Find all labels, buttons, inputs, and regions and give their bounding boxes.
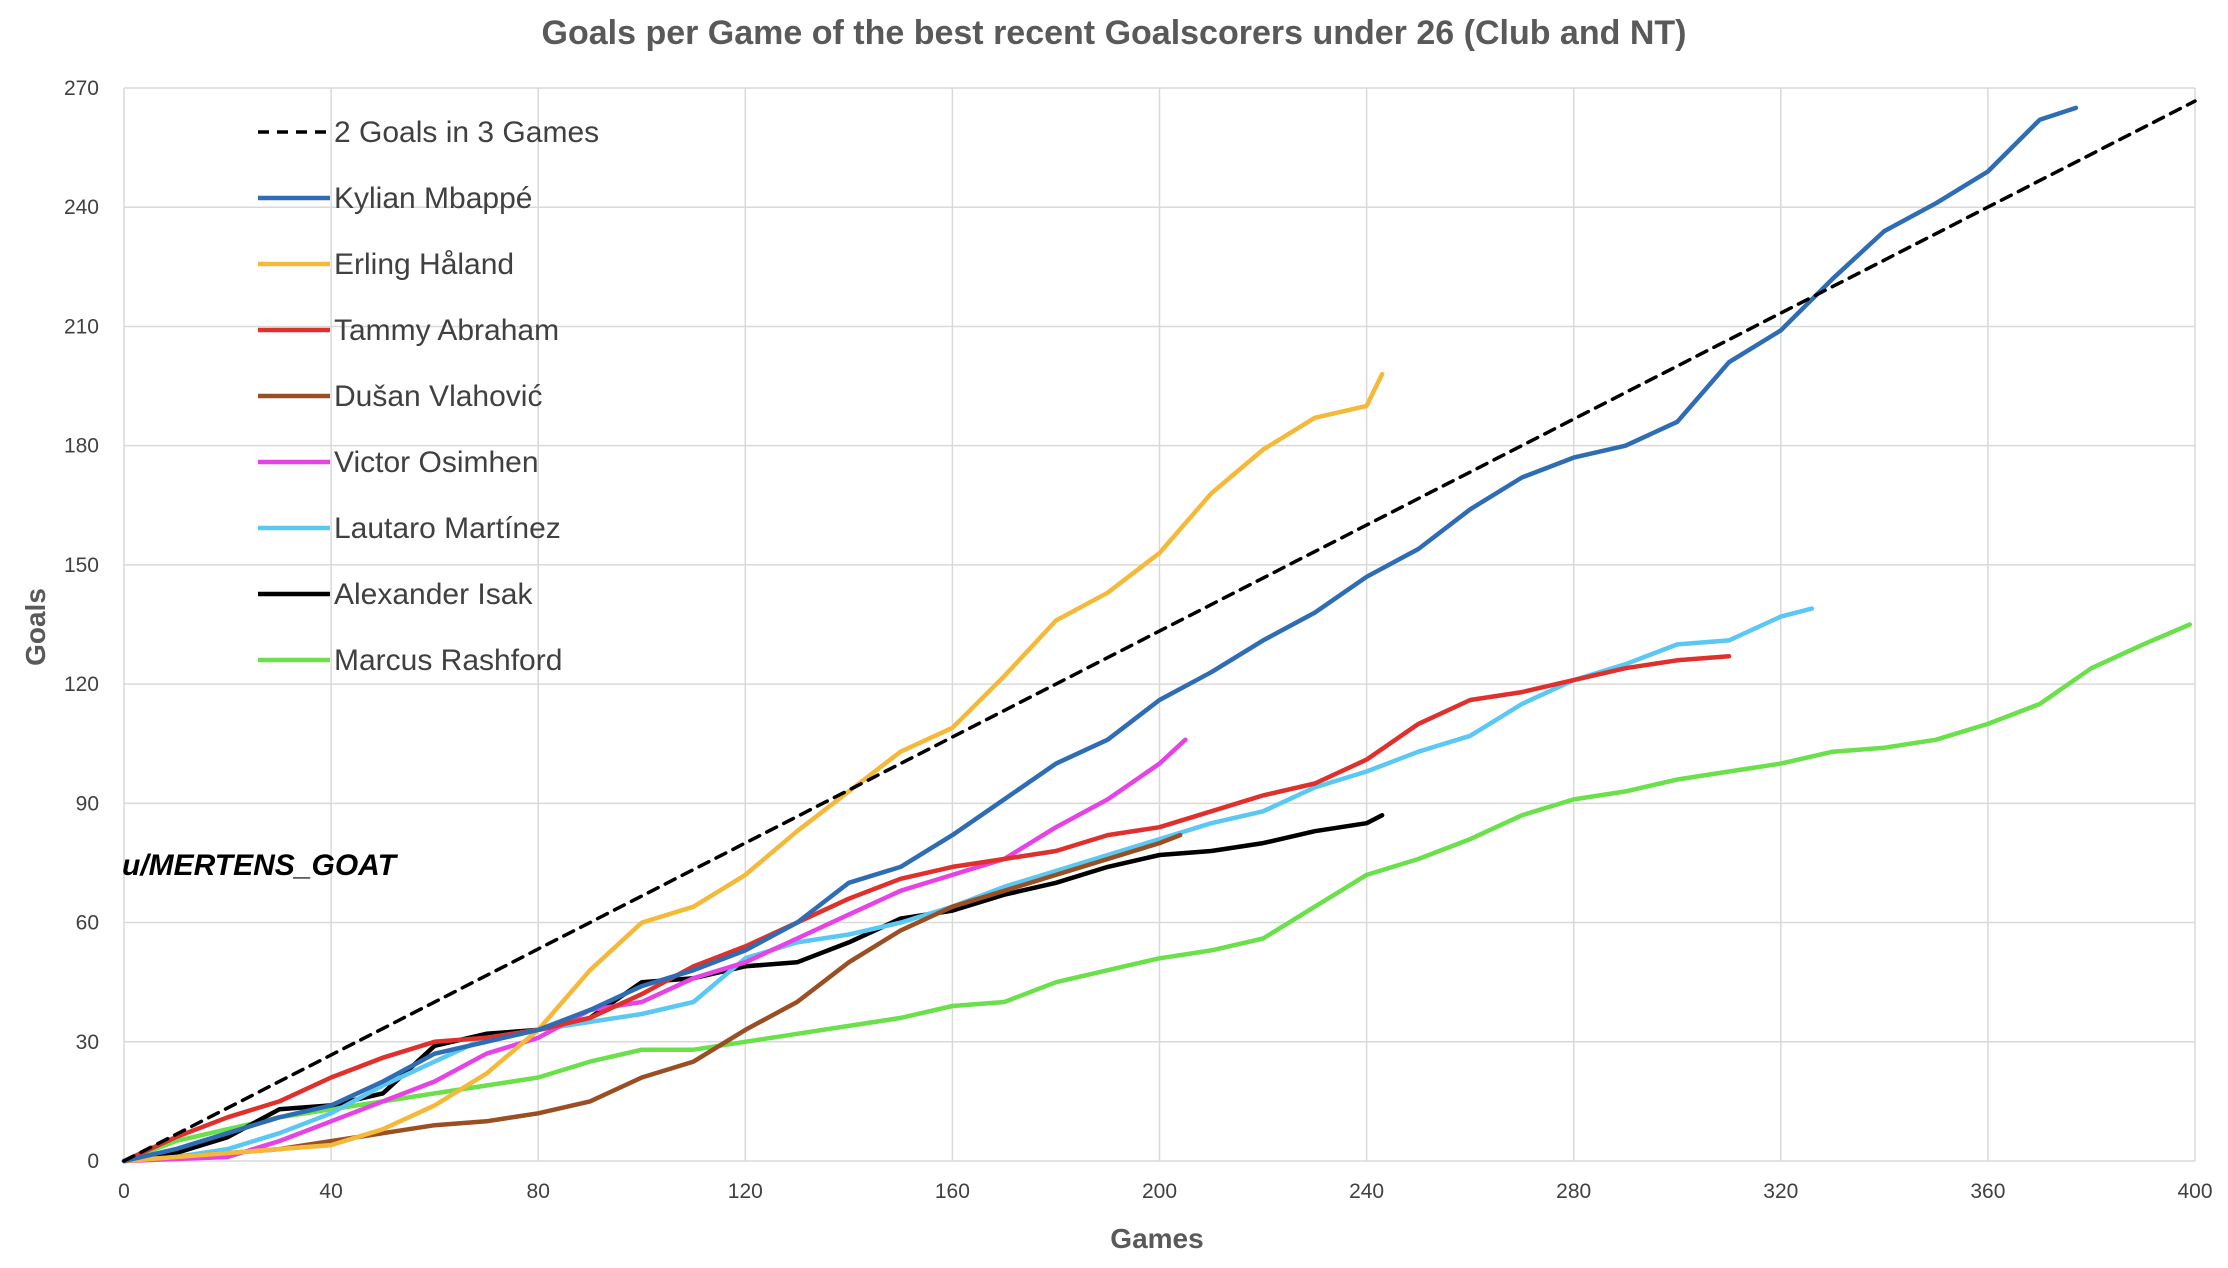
- x-axis-ticks: 0 40 80 120 160 200 240 280 320 360 400: [118, 1180, 2212, 1203]
- legend-label-0: 2 Goals in 3 Games: [334, 116, 599, 149]
- series-line-0: [122, 99, 2197, 1163]
- x-tick-label: 280: [1556, 1180, 1591, 1203]
- series-line-2: [121, 371, 1385, 1164]
- series-line-1: [121, 105, 2079, 1164]
- y-tick-label: 240: [64, 196, 99, 219]
- legend-label-6: Lautaro Martínez: [334, 512, 561, 545]
- y-tick-label: 210: [64, 315, 99, 338]
- y-tick-label: 60: [76, 912, 99, 935]
- y-tick-label: 90: [76, 792, 99, 815]
- x-tick-label: 120: [728, 1180, 763, 1203]
- series-line-6: [121, 606, 1815, 1164]
- legend-label-8: Marcus Rashford: [334, 644, 562, 677]
- legend: 2 Goals in 3 Games Kylian Mbappé Erling Hå…: [258, 116, 599, 677]
- x-tick-label: 240: [1349, 1180, 1384, 1203]
- y-tick-label: 120: [64, 673, 99, 696]
- legend-label-2: Erling Håland: [334, 248, 514, 281]
- y-tick-label: 30: [76, 1031, 99, 1054]
- legend-label-3: Tammy Abraham: [334, 314, 559, 347]
- x-axis-title: Games: [1110, 1223, 1203, 1254]
- x-tick-label: 360: [1970, 1180, 2005, 1203]
- x-tick-label: 160: [935, 1180, 970, 1203]
- series-line-5: [121, 737, 1188, 1164]
- x-tick-label: 80: [527, 1180, 550, 1203]
- x-tick-label: 400: [2177, 1180, 2212, 1203]
- y-tick-label: 180: [64, 435, 99, 458]
- y-tick-label: 270: [64, 77, 99, 100]
- series-line-3: [121, 654, 1732, 1164]
- y-axis-title: Goals: [20, 588, 51, 666]
- y-tick-label: 0: [87, 1150, 99, 1173]
- legend-label-5: Victor Osimhen: [334, 446, 539, 479]
- y-tick-label: 150: [64, 554, 99, 577]
- x-tick-label: 200: [1142, 1180, 1177, 1203]
- legend-label-4: Dušan Vlahović: [334, 380, 542, 413]
- y-axis-ticks: 0 30 60 90 120 150 180 210 240 270: [64, 77, 99, 1173]
- watermark-annotation: u/MERTENS_GOAT: [122, 849, 399, 882]
- series-lines: [121, 99, 2197, 1164]
- x-tick-label: 40: [319, 1180, 342, 1203]
- chart-title: Goals per Game of the best recent Goalsc…: [542, 14, 1687, 52]
- x-tick-label: 0: [118, 1180, 130, 1203]
- grid: [123, 87, 2196, 1162]
- series-line-8: [121, 622, 2193, 1164]
- legend-label-7: Alexander Isak: [334, 578, 533, 611]
- legend-label-1: Kylian Mbappé: [334, 182, 532, 215]
- x-tick-label: 320: [1763, 1180, 1798, 1203]
